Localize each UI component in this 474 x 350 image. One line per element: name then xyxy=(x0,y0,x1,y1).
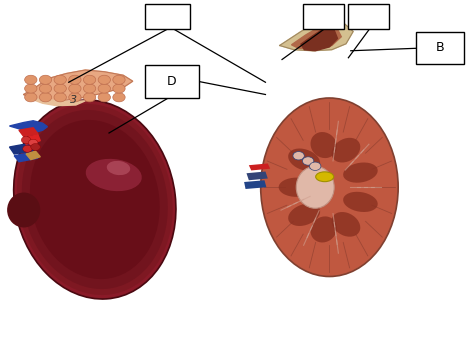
Ellipse shape xyxy=(288,148,320,171)
Circle shape xyxy=(28,139,38,146)
Polygon shape xyxy=(292,25,341,49)
Circle shape xyxy=(54,75,66,84)
Ellipse shape xyxy=(343,192,378,212)
Circle shape xyxy=(98,93,110,102)
Circle shape xyxy=(25,93,37,102)
Bar xyxy=(145,65,199,98)
Ellipse shape xyxy=(30,120,160,279)
Polygon shape xyxy=(246,172,268,180)
Text: D: D xyxy=(167,75,177,88)
Circle shape xyxy=(25,75,37,84)
Ellipse shape xyxy=(279,178,314,197)
Circle shape xyxy=(31,144,40,150)
Circle shape xyxy=(113,84,125,93)
Ellipse shape xyxy=(310,216,337,243)
Ellipse shape xyxy=(331,138,360,162)
Bar xyxy=(416,32,464,64)
Polygon shape xyxy=(9,144,33,154)
Circle shape xyxy=(83,75,96,84)
Circle shape xyxy=(98,75,110,84)
Circle shape xyxy=(83,93,96,102)
Ellipse shape xyxy=(107,161,130,175)
Circle shape xyxy=(293,152,304,160)
Ellipse shape xyxy=(14,100,176,299)
Polygon shape xyxy=(14,152,38,162)
Ellipse shape xyxy=(310,132,337,158)
Ellipse shape xyxy=(7,193,40,228)
Bar xyxy=(348,4,389,29)
Circle shape xyxy=(54,84,66,93)
Circle shape xyxy=(113,93,125,102)
Circle shape xyxy=(39,84,52,93)
Ellipse shape xyxy=(296,166,334,208)
Circle shape xyxy=(113,75,125,84)
Circle shape xyxy=(39,75,52,84)
Ellipse shape xyxy=(86,159,142,191)
Circle shape xyxy=(21,136,31,144)
Circle shape xyxy=(69,93,81,102)
Polygon shape xyxy=(26,151,40,160)
Polygon shape xyxy=(24,70,133,101)
Ellipse shape xyxy=(316,172,334,182)
Polygon shape xyxy=(280,19,353,51)
Polygon shape xyxy=(244,180,266,189)
Circle shape xyxy=(39,93,52,102)
Circle shape xyxy=(83,84,96,93)
Circle shape xyxy=(310,162,321,170)
Polygon shape xyxy=(24,135,40,144)
Ellipse shape xyxy=(261,98,398,276)
Circle shape xyxy=(69,84,81,93)
Bar xyxy=(145,4,190,29)
Ellipse shape xyxy=(343,162,378,183)
Ellipse shape xyxy=(331,212,360,237)
Circle shape xyxy=(69,75,81,84)
Polygon shape xyxy=(249,163,270,170)
Circle shape xyxy=(25,84,37,93)
Polygon shape xyxy=(33,99,85,106)
Circle shape xyxy=(98,84,110,93)
Polygon shape xyxy=(9,121,47,133)
Polygon shape xyxy=(301,28,337,51)
Ellipse shape xyxy=(22,110,168,289)
Circle shape xyxy=(302,157,314,165)
Polygon shape xyxy=(19,128,38,136)
Bar xyxy=(303,4,344,29)
Circle shape xyxy=(23,145,32,152)
Text: 3: 3 xyxy=(70,95,77,105)
Circle shape xyxy=(54,93,66,102)
Ellipse shape xyxy=(17,104,173,295)
Ellipse shape xyxy=(288,204,320,226)
Text: B: B xyxy=(436,41,444,55)
